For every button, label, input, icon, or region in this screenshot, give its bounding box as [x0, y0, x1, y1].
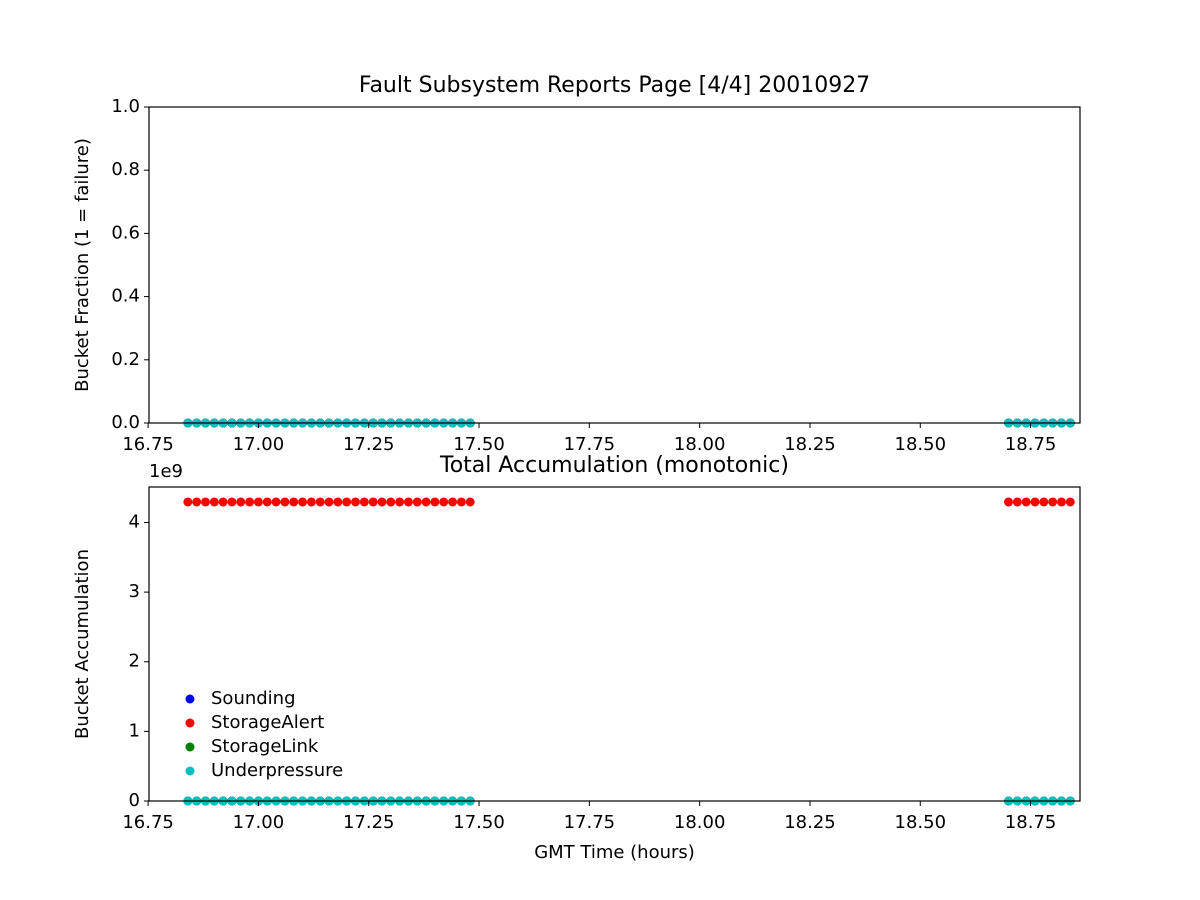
- x-tick-label: 18.75: [1005, 434, 1057, 455]
- data-point: [342, 497, 352, 507]
- y-tick-label: 0: [129, 790, 140, 811]
- x-tick-label: 17.50: [453, 434, 505, 455]
- data-point: [1048, 497, 1058, 507]
- legend-label: Underpressure: [211, 760, 343, 781]
- y-tick-label: 3: [129, 581, 140, 602]
- data-point: [465, 497, 475, 507]
- x-tick-label: 18.75: [1005, 812, 1057, 833]
- x-tick-label: 18.00: [674, 434, 726, 455]
- axes-frame: [148, 106, 1081, 424]
- x-tick-label: 16.75: [122, 434, 174, 455]
- x-tick-label: 18.50: [895, 812, 947, 833]
- data-point: [1021, 497, 1031, 507]
- data-point: [306, 497, 316, 507]
- data-point: [456, 497, 466, 507]
- axes-frame: [148, 486, 1081, 802]
- x-tick-label: 17.00: [233, 812, 285, 833]
- plot-area: [149, 487, 1080, 801]
- data-point: [262, 497, 272, 507]
- y-tick-label: 1.0: [111, 96, 140, 117]
- x-tick-label: 18.25: [784, 812, 836, 833]
- data-point: [1039, 497, 1049, 507]
- legend-marker: [185, 718, 195, 728]
- data-point: [183, 497, 193, 507]
- legend-label: StorageAlert: [211, 712, 324, 733]
- data-point: [448, 497, 458, 507]
- y-axis-label: Bucket Fraction (1 = failure): [72, 138, 93, 392]
- y-tick-label: 0.2: [111, 349, 140, 370]
- chart-title: Total Accumulation (monotonic): [439, 453, 789, 478]
- legend-marker: [185, 766, 195, 776]
- x-tick-label: 17.50: [453, 812, 505, 833]
- x-axis-label: GMT Time (hours): [534, 842, 695, 863]
- data-point: [368, 497, 378, 507]
- data-point: [377, 497, 387, 507]
- y-axis-label: Bucket Accumulation: [72, 549, 93, 739]
- data-point: [227, 497, 237, 507]
- data-point: [350, 497, 360, 507]
- x-tick-label: 16.75: [122, 812, 174, 833]
- data-point: [1056, 497, 1066, 507]
- x-tick-label: 17.25: [343, 812, 395, 833]
- y-offset-label: 1e9: [149, 461, 183, 482]
- y-tick-label: 0.8: [111, 159, 140, 180]
- legend-label: Sounding: [211, 688, 296, 709]
- data-point: [324, 497, 334, 507]
- y-tick-label: 0.0: [111, 412, 140, 433]
- data-point: [359, 497, 369, 507]
- data-point: [315, 497, 325, 507]
- data-point: [412, 497, 422, 507]
- data-point: [403, 497, 413, 507]
- data-point: [271, 497, 281, 507]
- legend-marker: [185, 742, 195, 752]
- y-tick-label: 1: [129, 720, 140, 741]
- data-point: [1012, 497, 1022, 507]
- x-tick-label: 18.50: [895, 434, 947, 455]
- data-point: [280, 497, 290, 507]
- y-tick-label: 2: [129, 651, 140, 672]
- plot-area: [149, 107, 1080, 423]
- data-point: [298, 497, 308, 507]
- data-point: [289, 497, 299, 507]
- x-tick-label: 17.25: [343, 434, 395, 455]
- data-point: [200, 497, 210, 507]
- data-point: [386, 497, 396, 507]
- legend-marker: [185, 694, 195, 704]
- data-point: [1065, 497, 1075, 507]
- x-tick-label: 17.75: [564, 812, 616, 833]
- data-point: [1004, 497, 1014, 507]
- data-point: [236, 497, 246, 507]
- data-point: [245, 497, 255, 507]
- x-tick-label: 17.75: [564, 434, 616, 455]
- data-point: [209, 497, 219, 507]
- data-point: [253, 497, 263, 507]
- chart-title: Fault Subsystem Reports Page [4/4] 20010…: [359, 73, 870, 98]
- y-tick-label: 0.4: [111, 286, 140, 307]
- y-tick-label: 0.6: [111, 222, 140, 243]
- data-point: [1030, 497, 1040, 507]
- x-tick-label: 18.00: [674, 812, 726, 833]
- legend-label: StorageLink: [211, 736, 319, 757]
- x-tick-label: 17.00: [233, 434, 285, 455]
- data-point: [333, 497, 343, 507]
- data-point: [439, 497, 449, 507]
- data-point: [395, 497, 405, 507]
- y-tick-label: 4: [129, 511, 140, 532]
- data-point: [430, 497, 440, 507]
- x-tick-label: 18.25: [784, 434, 836, 455]
- data-point: [421, 497, 431, 507]
- data-point: [192, 497, 202, 507]
- data-point: [218, 497, 228, 507]
